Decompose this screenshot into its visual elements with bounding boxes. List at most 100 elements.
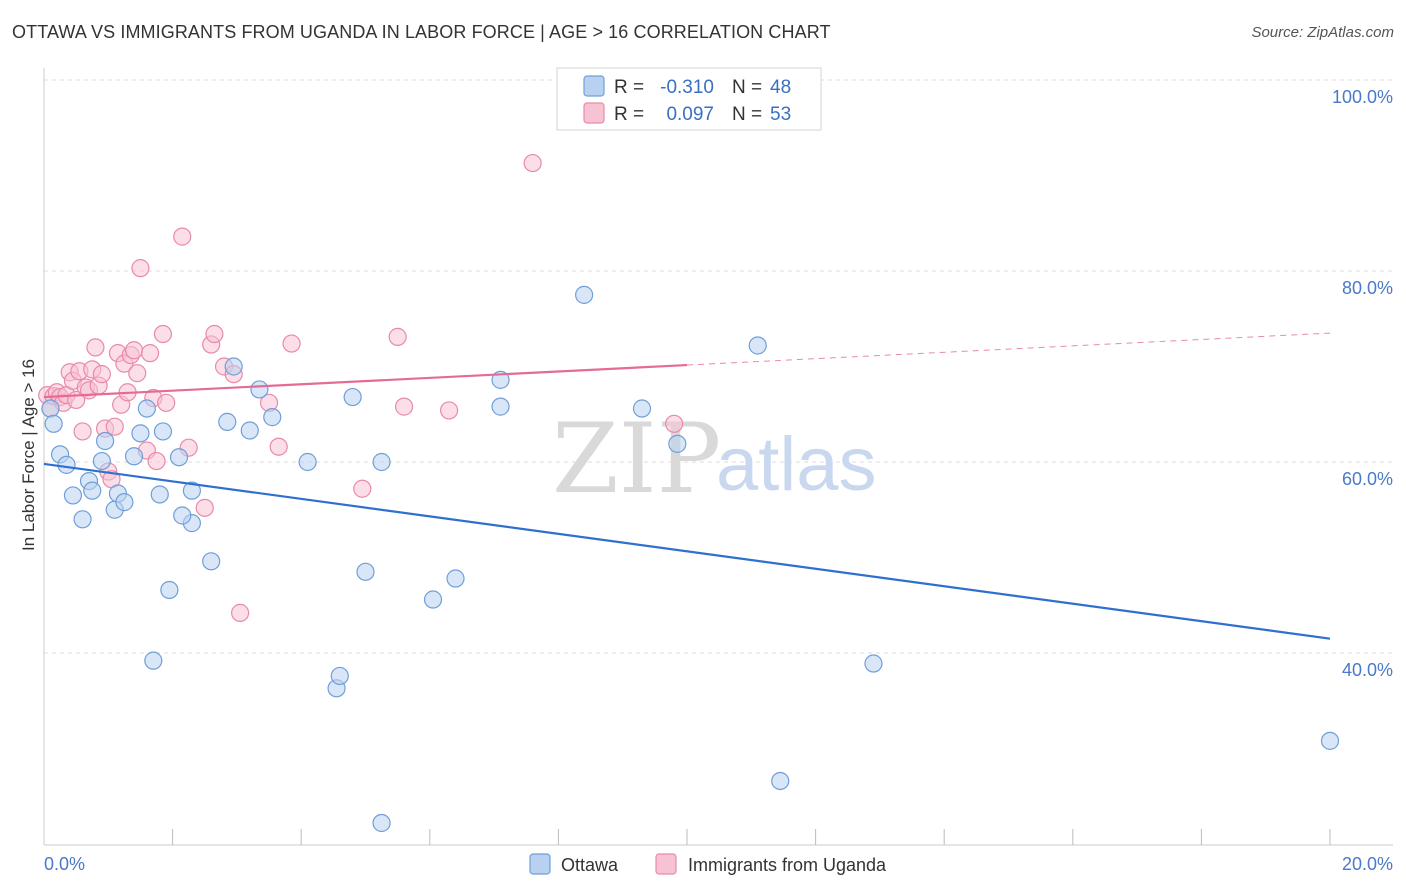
axes-layer: 100.0% 80.0% 60.0% 40.0% xyxy=(43,68,1393,846)
point-uganda xyxy=(157,393,176,412)
point-ottawa xyxy=(224,357,243,376)
stats-n-value-ottawa: 48 xyxy=(770,77,791,98)
point-ottawa xyxy=(144,651,163,670)
point-ottawa xyxy=(748,336,767,355)
stats-n-value-uganda: 53 xyxy=(770,104,791,125)
point-uganda xyxy=(388,327,407,346)
point-uganda xyxy=(523,153,542,173)
x-tick-max: 20.0% xyxy=(1342,854,1393,874)
point-uganda xyxy=(173,227,192,246)
point-ottawa xyxy=(131,424,150,443)
point-ottawa xyxy=(423,590,443,609)
point-uganda xyxy=(131,259,150,278)
point-ottawa xyxy=(298,452,317,472)
point-ottawa xyxy=(1320,731,1340,750)
stats-r-label-ottawa: R = xyxy=(614,77,644,98)
point-uganda xyxy=(92,365,111,384)
point-uganda xyxy=(140,344,160,363)
x-tick-min: 0.0% xyxy=(44,854,85,874)
point-ottawa xyxy=(250,380,269,399)
stats-n-label-ottawa: N = xyxy=(732,77,762,98)
series-uganda-points xyxy=(38,153,684,622)
series-ottawa-points xyxy=(41,285,1340,833)
legend-swatch-ottawa xyxy=(529,853,551,875)
point-ottawa xyxy=(372,813,391,833)
point-ottawa xyxy=(356,562,375,581)
point-ottawa xyxy=(668,434,687,453)
stats-box: R = -0.310 N = 48 R = 0.097 N = 53 xyxy=(556,67,822,131)
trend-line-uganda xyxy=(43,363,688,399)
point-ottawa xyxy=(446,569,465,588)
point-ottawa xyxy=(240,421,259,440)
point-ottawa xyxy=(218,412,237,431)
legend-label-ottawa: Ottawa xyxy=(561,855,619,875)
point-ottawa xyxy=(263,408,282,427)
y-tick-label: 60.0% xyxy=(1342,469,1393,489)
point-uganda xyxy=(353,479,372,498)
stats-n-label-uganda: N = xyxy=(732,104,762,125)
point-ottawa xyxy=(169,448,189,467)
stats-swatch-uganda xyxy=(583,102,605,124)
y-axis-label: In Labor Force | Age > 16 xyxy=(19,359,38,551)
chart-title: OTTAWA VS IMMIGRANTS FROM UGANDA IN LABO… xyxy=(12,22,831,42)
stats-r-value-uganda: 0.097 xyxy=(666,104,714,125)
legend: Ottawa Immigrants from Uganda xyxy=(529,853,887,875)
point-ottawa xyxy=(73,510,92,529)
point-ottawa xyxy=(864,654,883,673)
point-ottawa xyxy=(92,451,111,471)
point-ottawa xyxy=(343,387,362,407)
y-tick-label: 40.0% xyxy=(1342,660,1393,680)
y-tick-label: 80.0% xyxy=(1342,278,1393,298)
point-ottawa xyxy=(153,422,173,441)
point-uganda xyxy=(394,397,414,416)
watermark: ZIP atlas xyxy=(552,403,877,515)
point-ottawa xyxy=(575,285,594,304)
trend-lines xyxy=(43,332,1331,640)
point-uganda xyxy=(147,451,166,471)
point-uganda xyxy=(128,364,147,383)
point-ottawa xyxy=(330,666,349,686)
point-ottawa xyxy=(491,397,510,416)
point-ottawa xyxy=(771,771,790,791)
source-credit: Source: ZipAtlas.com xyxy=(1251,24,1394,41)
y-tick-label: 100.0% xyxy=(1332,87,1393,107)
point-ottawa xyxy=(150,485,169,504)
trend-line-ottawa xyxy=(43,462,1331,640)
point-ottawa xyxy=(57,455,76,474)
point-ottawa xyxy=(95,431,115,451)
point-ottawa xyxy=(124,447,144,466)
point-ottawa xyxy=(115,493,134,512)
point-uganda xyxy=(282,334,301,353)
point-uganda xyxy=(124,341,144,360)
legend-swatch-uganda xyxy=(655,853,677,875)
trend-line-uganda-projection xyxy=(686,332,1331,366)
stats-swatch-ottawa xyxy=(583,75,605,97)
point-ottawa xyxy=(632,399,652,418)
watermark-zip: ZIP xyxy=(552,403,721,515)
point-ottawa xyxy=(372,452,391,472)
stats-r-value-ottawa: -0.310 xyxy=(660,77,714,98)
point-ottawa xyxy=(202,552,221,571)
point-uganda xyxy=(665,414,684,433)
point-uganda xyxy=(73,422,92,441)
point-ottawa xyxy=(41,399,60,418)
point-ottawa xyxy=(63,486,83,505)
point-uganda xyxy=(269,437,288,456)
point-ottawa xyxy=(182,481,201,500)
point-uganda xyxy=(205,324,224,344)
point-ottawa xyxy=(160,580,179,600)
point-uganda xyxy=(86,338,105,357)
point-ottawa xyxy=(173,506,192,525)
watermark-atlas: atlas xyxy=(716,422,877,507)
point-ottawa xyxy=(83,481,102,500)
point-uganda xyxy=(153,324,173,344)
point-uganda xyxy=(105,417,124,436)
stats-r-label-uganda: R = xyxy=(614,104,644,125)
point-uganda xyxy=(195,498,214,517)
legend-label-uganda: Immigrants from Uganda xyxy=(688,855,887,875)
point-ottawa xyxy=(44,414,63,433)
point-ottawa xyxy=(137,399,156,418)
point-uganda xyxy=(439,401,459,420)
point-uganda xyxy=(231,603,250,622)
